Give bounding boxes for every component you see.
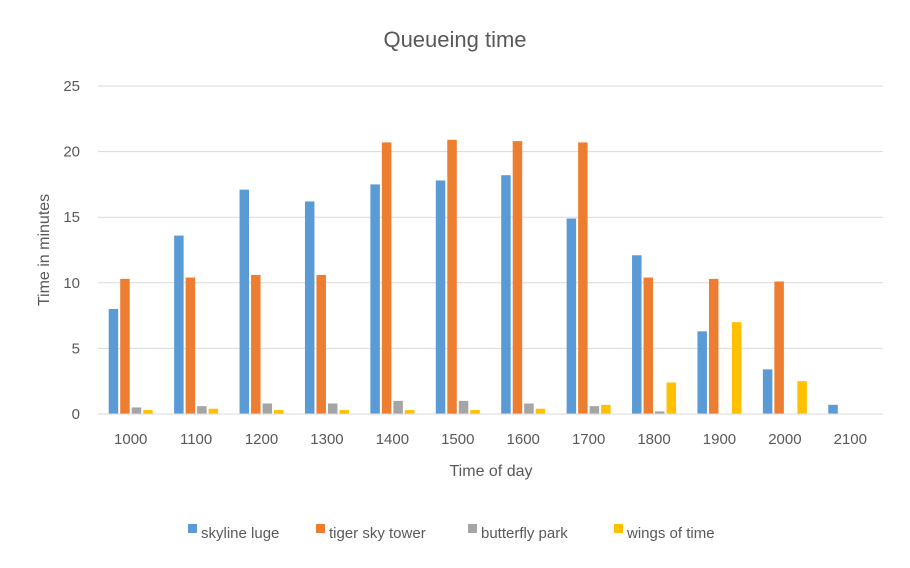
bar-butterfly-park-1000 [131,407,142,414]
bar-tiger-sky-tower-1200 [251,274,261,414]
bar-wings-of-time-1400 [404,410,415,414]
bar-tiger-sky-tower-1700 [578,142,588,414]
bar-wings-of-time-1000 [143,410,153,414]
bar-skyline-luge-1200 [239,189,250,414]
bar-skyline-luge-2100 [828,404,838,414]
bar-skyline-luge-1300 [304,201,315,414]
bar-butterfly-park-1700 [589,406,600,414]
bar-butterfly-park-1300 [327,403,338,414]
x-tick-label: 1300 [310,431,343,448]
x-tick-label: 1900 [703,431,736,448]
legend-label: wings of time [626,525,715,542]
bar-tiger-sky-tower-1900 [708,278,719,414]
bar-skyline-luge-1000 [108,309,119,414]
x-axis-title: Time of day [450,463,533,480]
x-tick-label: 1500 [441,431,474,448]
y-axis-title: Time in minutes [36,194,53,306]
bar-butterfly-park-1500 [458,400,469,414]
bar-skyline-luge-1900 [697,331,707,414]
legend-swatch [188,524,197,533]
legend-label: tiger sky tower [329,525,426,542]
bar-tiger-sky-tower-1800 [643,277,654,414]
x-tick-label: 1800 [637,431,670,448]
legend-label: butterfly park [481,525,568,542]
y-tick-label: 15 [63,209,80,226]
bar-butterfly-park-1800 [655,411,665,414]
legend-swatch [468,524,477,533]
x-axis-ticks: 1000 1100 1200 1300 1400 1500 1600 1700 1800 1900… [114,431,867,448]
y-tick-label: 20 [63,144,80,161]
x-tick-label: 1000 [114,431,147,448]
y-tick-label: 5 [72,340,80,357]
bar-skyline-luge-2000 [762,369,773,414]
x-tick-label: 1400 [376,431,409,448]
x-tick-label: 1100 [180,431,212,448]
y-tick-label: 25 [63,78,80,95]
legend: skyline luge tiger sky tower butterfly par… [188,524,715,542]
bar-skyline-luge-1700 [566,218,577,414]
x-tick-label: 1200 [245,431,278,448]
gridlines [98,85,883,349]
bar-tiger-sky-tower-1500 [447,139,457,415]
bar-wings-of-time-1500 [470,410,480,414]
bar-skyline-luge-1500 [435,180,446,414]
bar-wings-of-time-2000 [797,381,807,414]
bar-tiger-sky-tower-1400 [381,142,392,414]
bar-tiger-sky-tower-1300 [316,274,326,414]
y-tick-label: 0 [72,406,80,423]
legend-swatch [614,524,623,533]
bar-tiger-sky-tower-1100 [185,277,196,414]
bar-wings-of-time-1300 [339,410,349,414]
bar-tiger-sky-tower-1600 [512,141,523,414]
bar-wings-of-time-1100 [208,408,219,414]
chart-title: Queueing time [383,27,526,52]
bar-butterfly-park-1100 [197,406,207,414]
bar-wings-of-time-1600 [535,408,546,414]
bar-wings-of-time-1700 [601,404,611,414]
y-axis-ticks: 0 5 10 15 20 25 [63,78,80,423]
bar-skyline-luge-1100 [174,235,184,414]
legend-swatch [316,524,325,533]
x-tick-label: 2000 [768,431,801,448]
bar-butterfly-park-1200 [262,403,273,414]
bar-butterfly-park-1400 [393,400,403,414]
bar-wings-of-time-1800 [666,382,677,414]
bars [108,139,838,415]
bar-wings-of-time-1900 [731,322,742,414]
x-tick-label: 1600 [507,431,540,448]
bar-butterfly-park-1600 [524,403,534,414]
y-tick-label: 10 [63,275,80,292]
x-tick-label: 1700 [572,431,605,448]
bar-skyline-luge-1800 [632,255,642,414]
x-tick-label: 2100 [834,431,867,448]
bar-wings-of-time-1200 [274,410,284,414]
bar-skyline-luge-1600 [501,175,511,414]
bar-skyline-luge-1400 [370,184,380,414]
bar-tiger-sky-tower-2000 [774,281,784,414]
legend-label: skyline luge [201,525,279,542]
bar-tiger-sky-tower-1000 [120,278,130,414]
